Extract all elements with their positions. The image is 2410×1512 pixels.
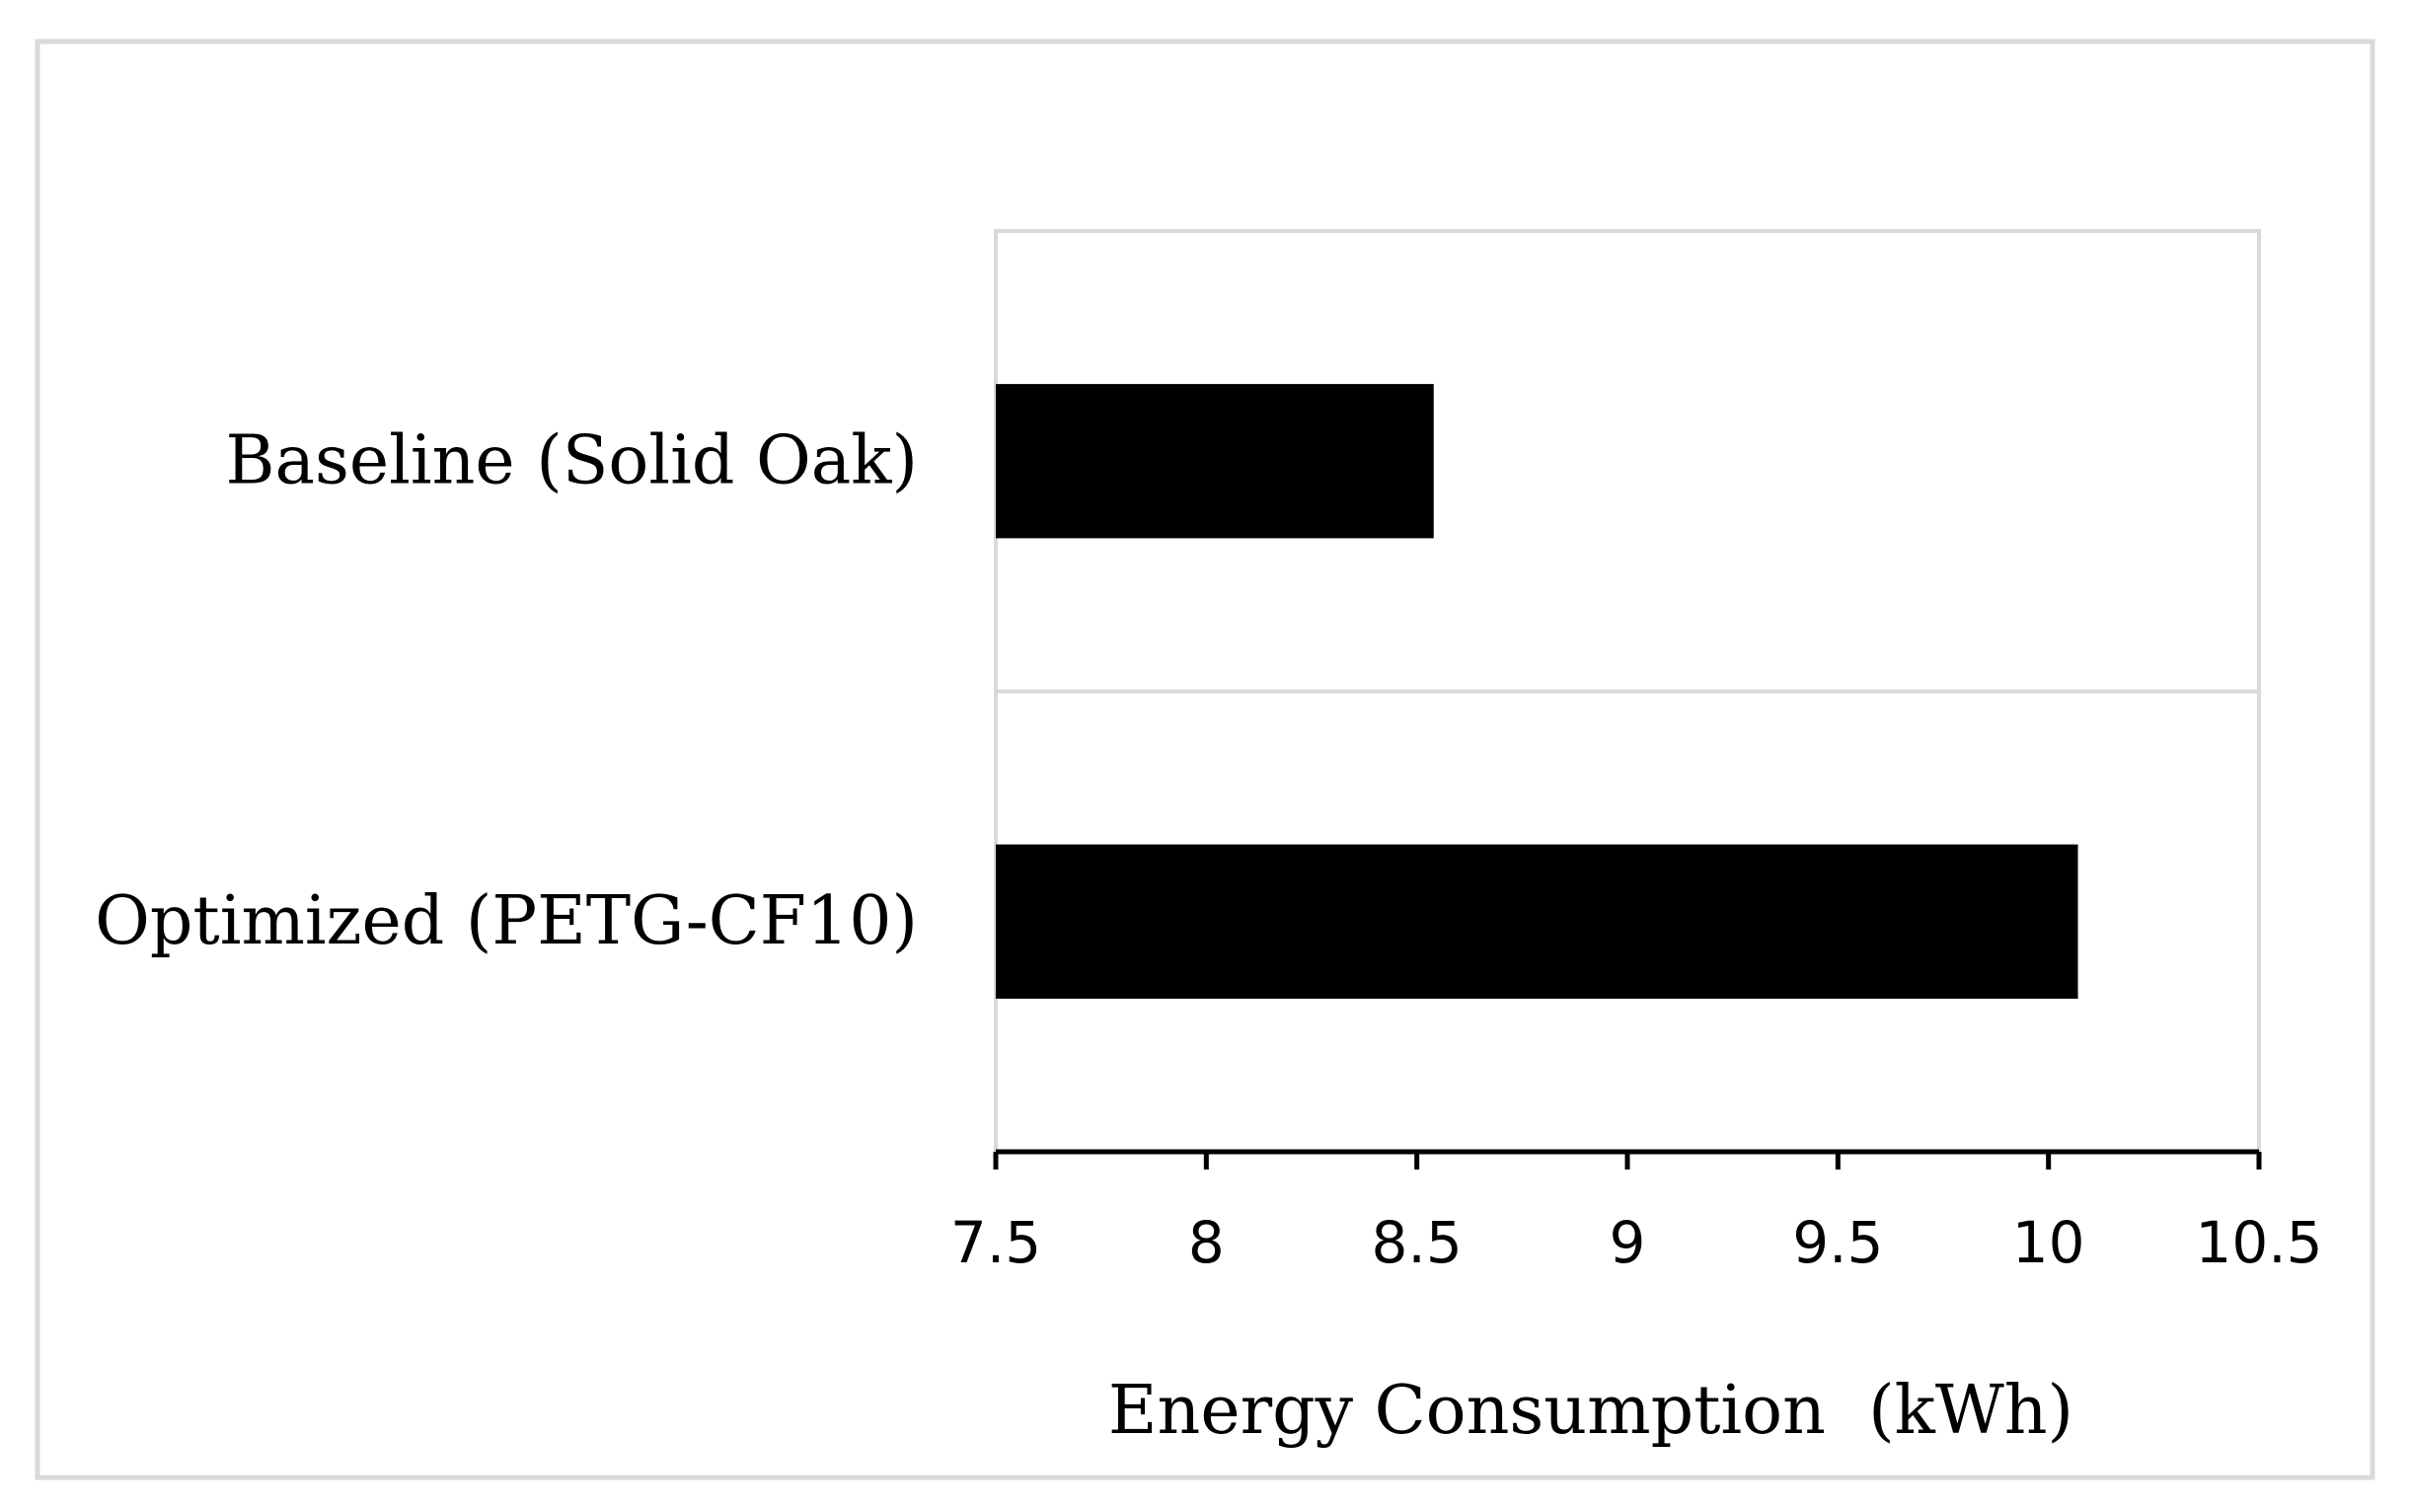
x-tick-label: 7.5 — [950, 1209, 1041, 1276]
category-label: Optimized (PETG-CF10) — [95, 882, 918, 960]
bar — [996, 844, 2078, 999]
x-tick-label: 9.5 — [1792, 1209, 1883, 1276]
x-tick-label: 8 — [1188, 1209, 1225, 1276]
category-labels: Baseline (Solid Oak) Optimized (PETG-CF10… — [95, 421, 918, 960]
x-tick-label: 10 — [2012, 1209, 2085, 1276]
x-axis-title: Energy Consumption (kWh) — [1108, 1372, 2073, 1450]
bar — [996, 384, 1434, 539]
x-tick-label: 9 — [1610, 1209, 1646, 1276]
x-tick-label: 8.5 — [1372, 1209, 1463, 1276]
category-label: Baseline (Solid Oak) — [225, 421, 918, 499]
x-tick-label: 10.5 — [2195, 1209, 2322, 1276]
bars — [996, 384, 2078, 999]
x-axis: 7.5 8 8.5 9 9.5 10 10.5 — [950, 1149, 2323, 1276]
